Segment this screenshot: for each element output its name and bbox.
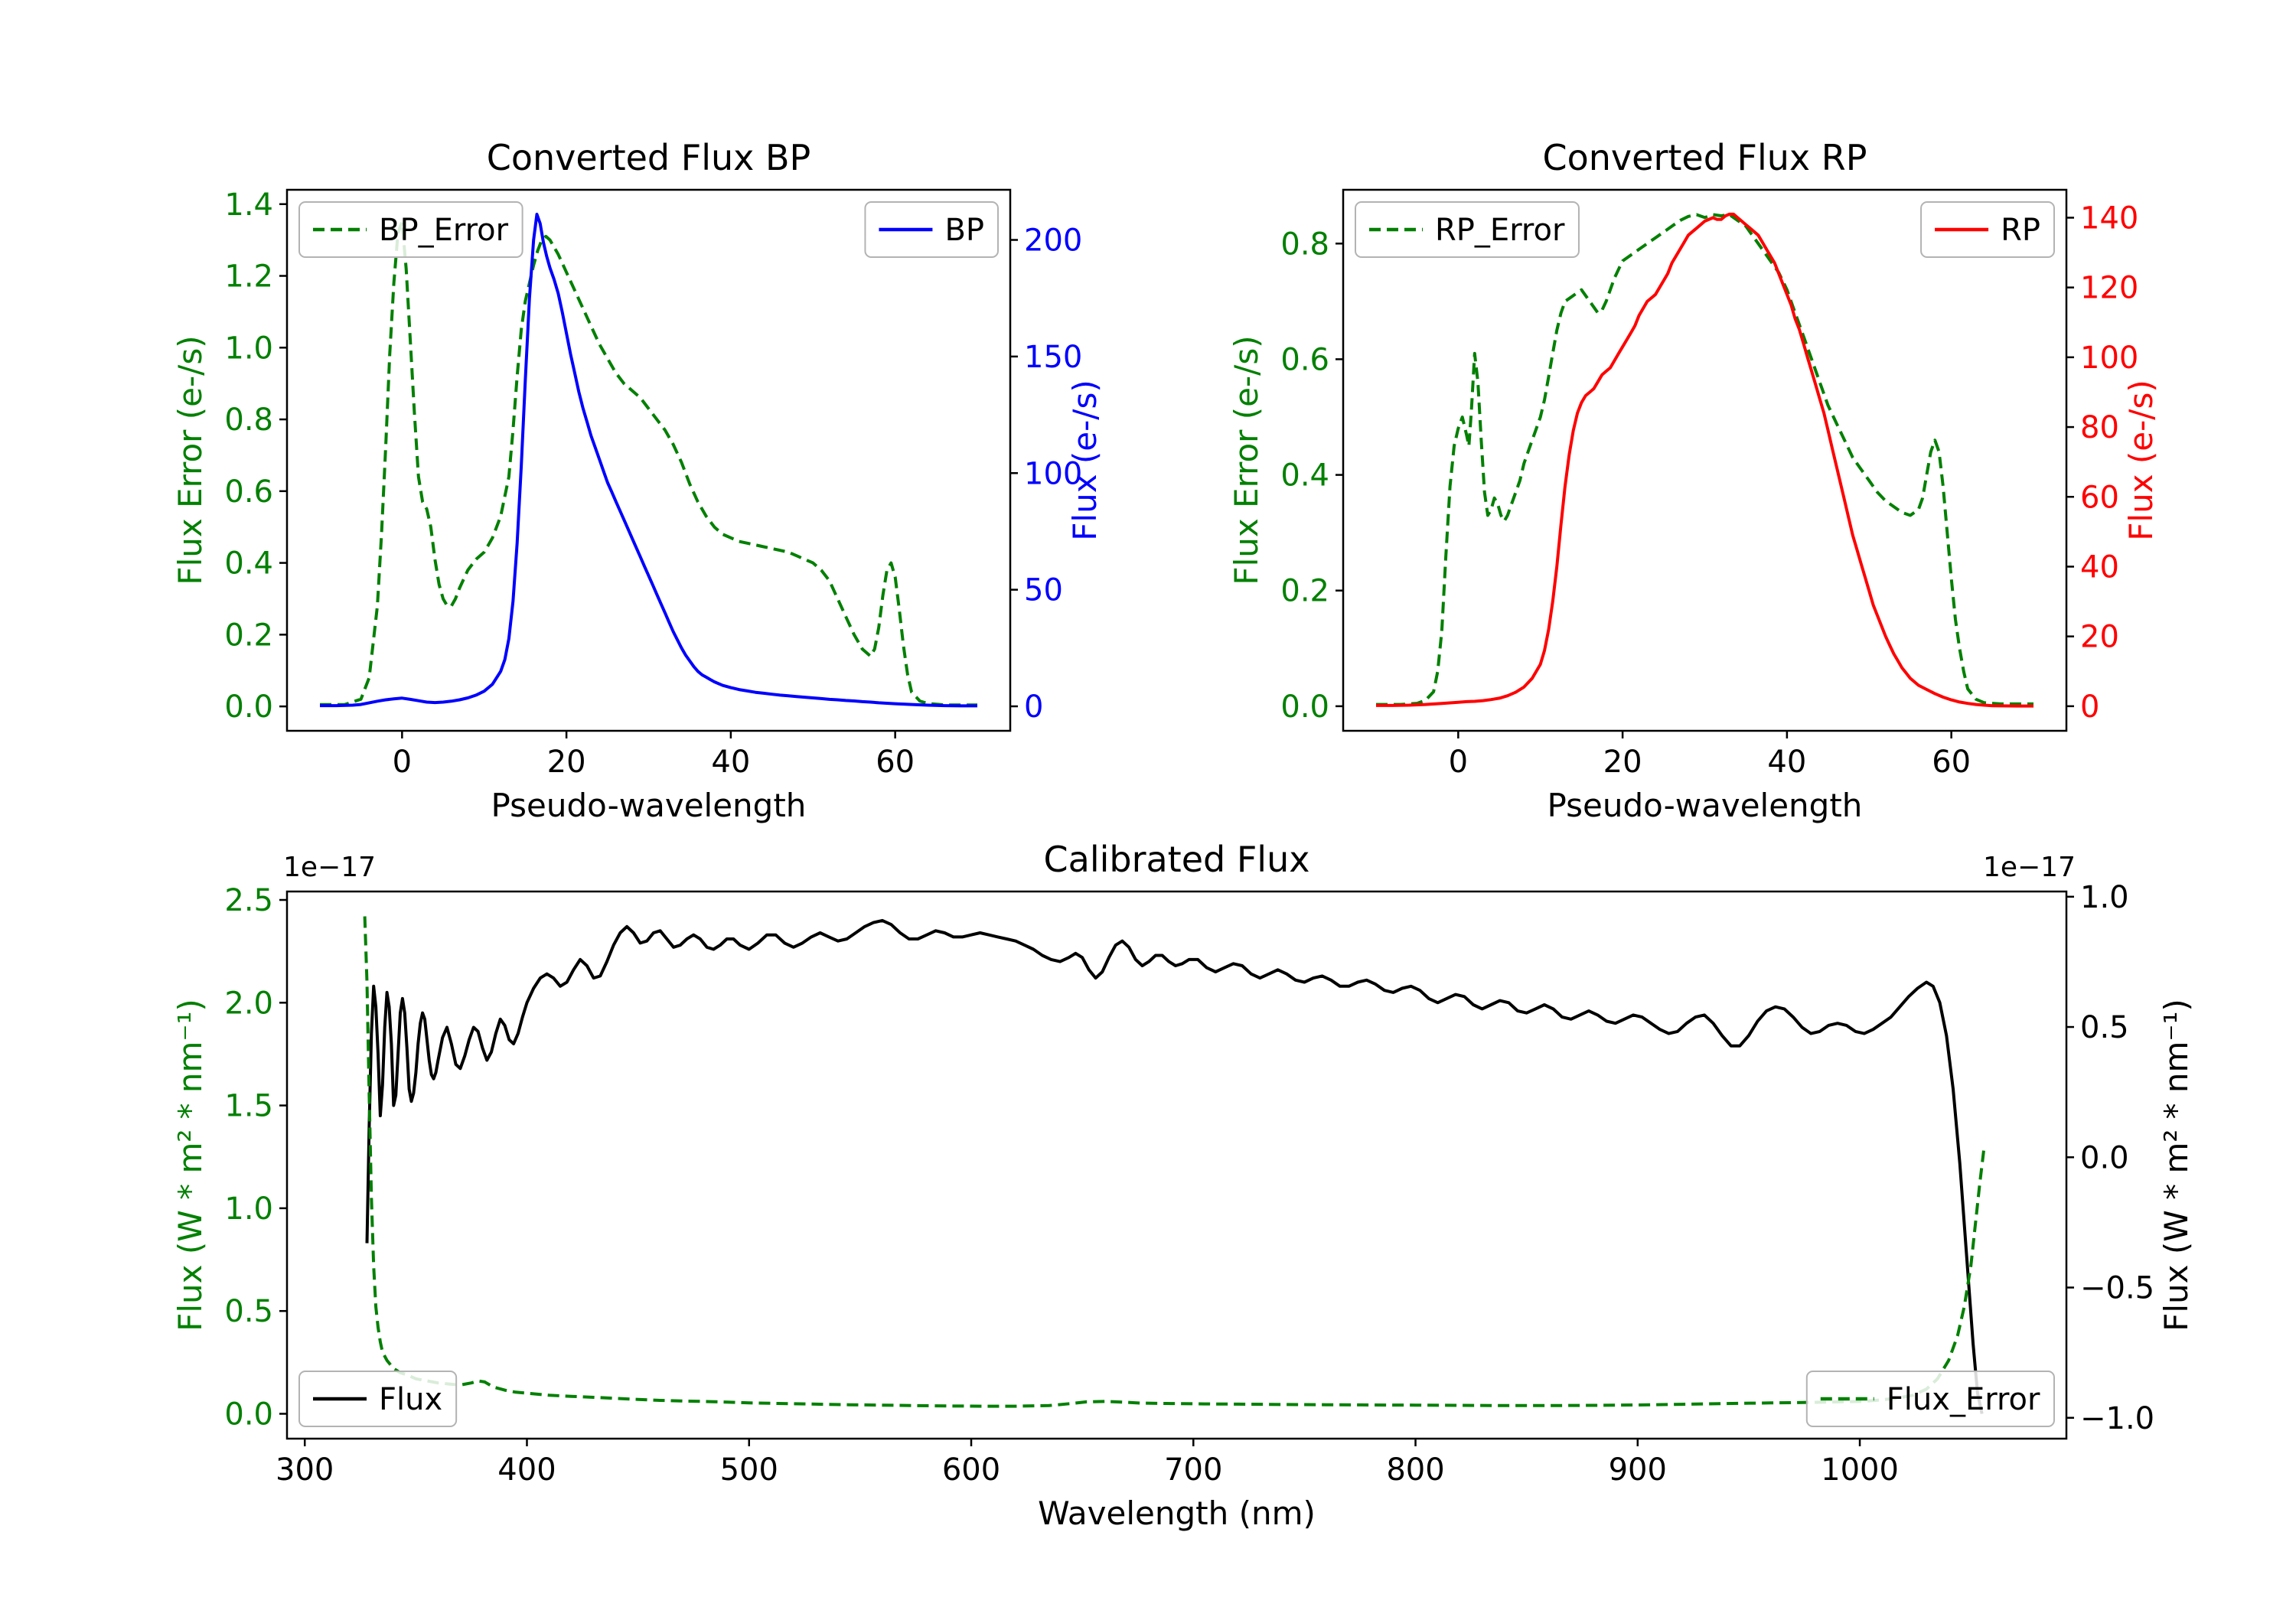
- series-BP_Error: [320, 220, 977, 707]
- y-right-tick-label: 0: [2080, 689, 2099, 725]
- legend-label: RP_Error: [1435, 213, 1565, 248]
- x-tick-label: 900: [1609, 1452, 1667, 1488]
- y-axis-label-left: Flux Error (e-/s): [1228, 335, 1265, 585]
- offset-text-left: 1e−17: [283, 852, 376, 883]
- y-right-tick-label: 20: [2080, 620, 2119, 655]
- y-right-tick-label: 40: [2080, 549, 2119, 585]
- y-left-tick-label: 1.5: [224, 1089, 273, 1124]
- y-right-tick-label: 50: [1024, 573, 1063, 608]
- y-left-tick-label: 0.0: [224, 1397, 273, 1433]
- y-axis-label-left: Flux Error (e-/s): [171, 335, 209, 585]
- legend-RP_Error: RP_Error: [1355, 201, 1580, 258]
- series-RP_Error: [1376, 213, 2033, 706]
- y-left-tick-label: 0.2: [224, 618, 273, 653]
- offset-text-right: 1e−17: [1983, 852, 2076, 883]
- y-left-tick-label: 0.0: [224, 689, 273, 725]
- x-tick-label: 700: [1164, 1452, 1222, 1488]
- series-Flux_Error: [363, 916, 1986, 1408]
- y-right-tick-label: 80: [2080, 410, 2119, 445]
- chart-title: Converted Flux RP: [1543, 137, 1867, 178]
- x-axis-label: Pseudo-wavelength: [491, 787, 807, 824]
- y-left-tick-label: 0.8: [224, 403, 273, 438]
- y-left-tick-label: 1.4: [224, 187, 273, 223]
- y-axis-label-left: Flux (W * m² * nm⁻¹): [171, 999, 209, 1332]
- y-right-tick-label: 140: [2080, 200, 2138, 236]
- legend-frame: [298, 1371, 458, 1427]
- x-tick-label: 600: [942, 1452, 1000, 1488]
- x-axis-label: Wavelength (nm): [1038, 1495, 1316, 1532]
- y-left-tick-label: 0.2: [1280, 574, 1329, 609]
- y-right-tick-label: 0.0: [2080, 1140, 2129, 1175]
- y-right-tick-label: 150: [1024, 340, 1082, 375]
- y-left-tick-label: 0.4: [1280, 458, 1329, 494]
- y-left-tick-label: 1.0: [224, 331, 273, 366]
- legend-Flux: Flux: [298, 1371, 458, 1427]
- legend-RP: RP: [1920, 201, 2055, 258]
- x-tick-label: 20: [1603, 745, 1642, 780]
- legend-label: RP: [2001, 213, 2040, 248]
- y-right-tick-label: 60: [2080, 480, 2119, 515]
- axes-frame: [285, 188, 1012, 732]
- x-tick-label: 500: [720, 1452, 778, 1488]
- chart-bp: 0 20 40 60 0.0 0.2 0.4 0.6 0.8 1.0 1.2 1.4 0 50 100 150…: [171, 137, 1104, 824]
- series-BP: [320, 213, 977, 708]
- x-axis-label: Pseudo-wavelength: [1548, 787, 1863, 824]
- legend-label: Flux_Error: [1887, 1382, 2040, 1417]
- y-right-tick-label: −0.5: [2080, 1271, 2154, 1306]
- chart-cal: 300 400 500 600 700 800 900 1000 0.0 0.5 1.0 1.5 2.0…: [171, 839, 2195, 1532]
- y-right-tick-label: 120: [2080, 271, 2138, 306]
- x-tick-label: 60: [876, 745, 915, 780]
- y-left-tick-label: 1.0: [224, 1191, 273, 1227]
- legend-frame: [298, 201, 523, 258]
- y-left-tick-label: 2.5: [224, 883, 273, 918]
- y-right-tick-label: 100: [1024, 456, 1082, 491]
- x-tick-label: 60: [1932, 745, 1971, 780]
- y-left-tick-label: 2.0: [224, 986, 273, 1021]
- y-right-tick-label: 200: [1024, 223, 1082, 259]
- chart-title: Calibrated Flux: [1044, 839, 1310, 880]
- y-right-tick-label: 0: [1024, 689, 1043, 725]
- x-tick-label: 400: [497, 1452, 556, 1488]
- legend-BP_Error: BP_Error: [298, 201, 523, 258]
- x-tick-label: 0: [1449, 745, 1468, 780]
- x-tick-label: 20: [547, 745, 586, 780]
- axes-frame: [285, 890, 2068, 1440]
- y-right-tick-label: 100: [2080, 341, 2138, 376]
- y-left-tick-label: 1.2: [224, 259, 273, 295]
- series-RP: [1376, 212, 2033, 708]
- chart-rp: 0 20 40 60 0.0 0.2 0.4 0.6 0.8 0 20 40 60 80 100 120 140…: [1228, 137, 2160, 824]
- y-axis-label-right: Flux (W * m² * nm⁻¹): [2157, 999, 2195, 1332]
- y-right-tick-label: −1.0: [2080, 1401, 2154, 1436]
- legend-BP: BP: [864, 201, 999, 258]
- legend-label: Flux: [379, 1382, 442, 1417]
- series-Flux: [365, 918, 1984, 1414]
- x-tick-label: 0: [393, 745, 412, 780]
- legend-Flux_Error: Flux_Error: [1805, 1371, 2055, 1427]
- y-axis-label-right: Flux (e-/s): [1066, 380, 1104, 540]
- x-tick-label: 300: [276, 1452, 334, 1488]
- x-tick-label: 1000: [1821, 1452, 1899, 1488]
- axes-frame: [1342, 188, 2068, 732]
- legend-label: BP_Error: [379, 213, 509, 248]
- legend-frame: [1805, 1371, 2055, 1427]
- x-tick-label: 40: [711, 745, 750, 780]
- y-left-tick-label: 0.6: [224, 474, 273, 510]
- y-right-tick-label: 1.0: [2080, 880, 2129, 915]
- y-left-tick-label: 0.5: [224, 1294, 273, 1329]
- y-axis-label-right: Flux (e-/s): [2122, 380, 2160, 540]
- y-right-tick-label: 0.5: [2080, 1010, 2129, 1045]
- y-left-tick-label: 0.6: [1280, 342, 1329, 377]
- chart-title: Converted Flux BP: [487, 137, 811, 178]
- x-tick-label: 40: [1767, 745, 1806, 780]
- legend-frame: [1355, 201, 1580, 258]
- y-left-tick-label: 0.0: [1280, 689, 1329, 725]
- x-tick-label: 800: [1386, 1452, 1444, 1488]
- y-left-tick-label: 0.8: [1280, 227, 1329, 262]
- y-left-tick-label: 0.4: [224, 546, 273, 582]
- legend-label: BP: [944, 213, 984, 248]
